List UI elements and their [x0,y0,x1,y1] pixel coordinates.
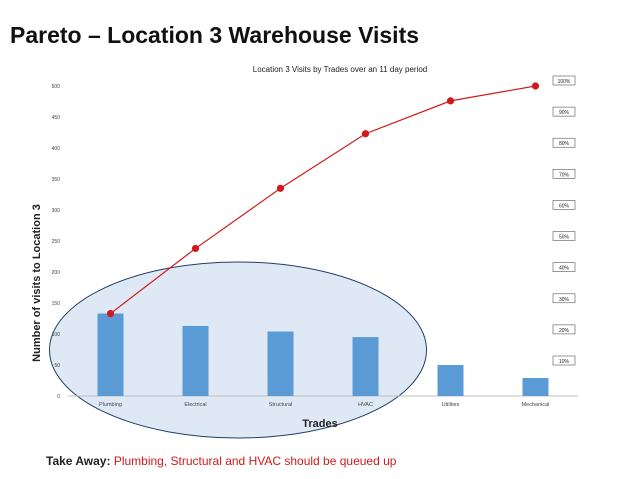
category-label: Electrical [184,402,206,408]
secondary-tick-box [552,137,576,148]
secondary-tick-box [552,169,576,179]
secondary-tick-box [552,75,576,86]
y-tick-label: 400 [52,146,61,152]
secondary-tick-box [552,200,576,210]
secondary-tick-label: 40% [559,266,570,272]
highlight-ellipse [49,261,427,439]
secondary-tick-label: 50% [559,235,570,241]
secondary-tick-label: 100% [558,79,571,85]
secondary-tick-box [552,293,576,304]
x-axis-label: Trades [302,418,338,430]
slide-title: Pareto – Location 3 Warehouse Visits [10,22,420,48]
y-tick-label: 350 [52,177,61,183]
category-label: Plumbing [99,402,122,408]
secondary-tick-box [552,262,576,272]
cumulative-line [110,85,536,315]
cumulative-point [276,184,285,192]
secondary-tick-label: 70% [559,172,570,178]
secondary-tick-box [552,106,576,117]
cumulative-point [191,244,200,253]
secondary-tick-box [552,355,576,366]
bar [352,337,379,396]
y-tick-label: 0 [57,394,60,400]
takeaway: Take Away: Plumbing, Structural and HVAC… [46,454,396,468]
bar [97,313,124,396]
cumulative-point [446,97,455,105]
secondary-tick-label: 30% [559,297,570,303]
y-tick-label: 300 [52,208,61,214]
bar [267,331,294,396]
category-label: Mechanical [522,402,550,408]
secondary-tick-label: 60% [559,203,570,209]
category-label: Structural [269,402,293,408]
y-tick-label: 50 [54,363,60,369]
secondary-tick-label: 10% [559,359,570,365]
category-label: HVAC [358,402,373,408]
takeaway-text: Plumbing, Structural and HVAC should be … [113,454,397,468]
secondary-tick-label: 20% [559,328,570,334]
secondary-tick-label: 80% [559,141,570,147]
y-tick-label: 500 [52,84,61,90]
takeaway-label: Take Away: [46,454,111,468]
cumulative-point [106,309,115,318]
y-tick-label: 200 [52,270,61,276]
bar [182,325,209,396]
secondary-tick-box [552,231,576,241]
y-tick-label: 250 [52,239,61,245]
cumulative-point [531,82,540,90]
y-tick-label: 450 [52,115,61,121]
chart-title: Location 3 Visits by Trades over an 11 d… [252,65,428,74]
y-tick-label: 150 [52,301,61,307]
secondary-tick-box [552,324,576,335]
y-tick-label: 100 [52,332,61,338]
bar [437,365,464,396]
bar [522,378,549,396]
category-label: Utilities [442,402,460,408]
cumulative-point [361,130,370,138]
secondary-tick-label: 90% [559,110,570,116]
